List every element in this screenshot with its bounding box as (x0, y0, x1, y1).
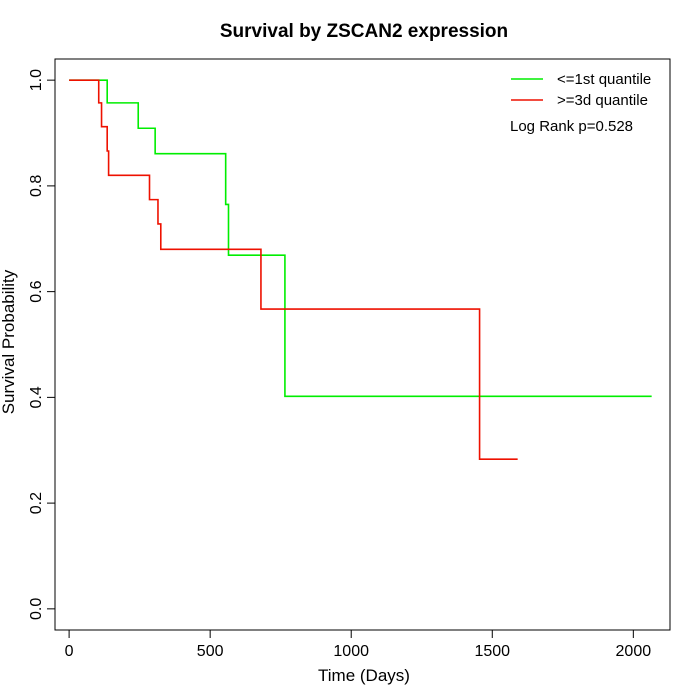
x-axis-label: Time (Days) (318, 666, 410, 685)
y-axis-label: Survival Probability (0, 269, 18, 414)
chart-title: Survival by ZSCAN2 expression (220, 21, 508, 42)
legend: <=1st quantile >=3d quantile (511, 71, 651, 109)
x-axis: 0 500 1000 1500 2000 (65, 629, 652, 660)
legend-label: >=3d quantile (557, 92, 648, 109)
x-tick-label: 1000 (333, 643, 369, 660)
legend-label: <=1st quantile (557, 71, 651, 88)
x-tick-label: 2000 (616, 643, 652, 660)
x-tick-label: 0 (65, 643, 74, 660)
y-tick-label: 0.0 (28, 598, 45, 620)
x-tick-label: 1500 (474, 643, 510, 660)
y-tick-label: 1.0 (28, 69, 45, 91)
y-tick-label: 0.8 (28, 175, 45, 197)
y-tick-label: 0.6 (28, 280, 45, 302)
series-line-2 (69, 79, 518, 461)
series-layer (69, 79, 652, 461)
y-axis: 0.0 0.2 0.4 0.6 0.8 1.0 (28, 69, 56, 620)
x-tick-label: 500 (197, 643, 224, 660)
plot-frame (54, 58, 671, 631)
series-line-1 (69, 79, 652, 398)
y-tick-label: 0.2 (28, 492, 45, 514)
log-rank-annotation: Log Rank p=0.528 (510, 118, 633, 135)
y-tick-label: 0.4 (28, 386, 45, 408)
